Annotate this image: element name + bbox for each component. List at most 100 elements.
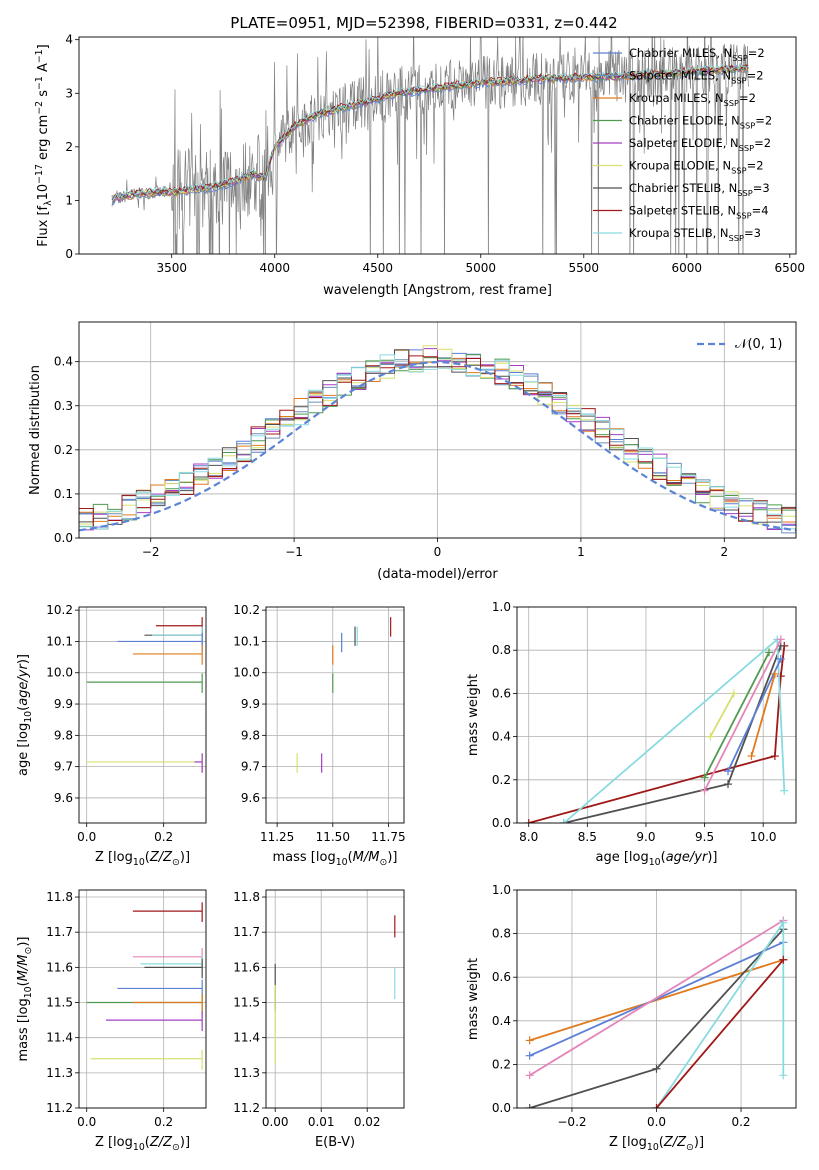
legend-entry: Kroupa MILES, NSSP=2 — [629, 91, 756, 108]
plot-area — [79, 345, 796, 538]
legend-entry: Salpeter STELIB, NSSP=4 — [629, 204, 769, 221]
series-marker — [700, 773, 709, 782]
series-kroupa-elodie — [709, 692, 735, 738]
x-tick-label: 4000 — [259, 261, 290, 275]
x-tick-label: 10.0 — [750, 830, 777, 844]
y-tick-label: 3 — [65, 86, 73, 100]
series-marker — [724, 767, 733, 776]
x-tick-label: −1 — [285, 545, 303, 559]
y-tick-label: 0.0 — [492, 1101, 511, 1115]
x-tick-label: 0.01 — [308, 1115, 335, 1129]
series-marker — [776, 635, 785, 644]
y-axis-label: age [log10(age/yr)] — [16, 654, 34, 776]
series-salpeter-stelib — [655, 959, 784, 1108]
series-chabrier-miles — [529, 941, 784, 1057]
x-tick-label: 4500 — [362, 261, 393, 275]
series-kroupa-miles — [750, 673, 776, 757]
y-tick-label: 9.7 — [241, 760, 260, 774]
y-tick-label: 0.2 — [492, 1057, 511, 1071]
axes-frame — [265, 606, 405, 824]
ebv-mass-panel: 0.00 0.01 0.02 11.2 11.3 11.4 11.5 11.6 11.7 11.8… — [233, 889, 405, 1150]
y-tick-label: 0.3 — [54, 399, 73, 413]
model-kroupa-stelib — [111, 62, 749, 202]
series-marker — [770, 752, 779, 761]
y-tick-label: 11.7 — [233, 925, 260, 939]
y-tick-label: 11.7 — [46, 925, 73, 939]
legend-entry: Chabrier ELODIE, NSSP=2 — [629, 114, 772, 131]
series-marker — [525, 1104, 534, 1108]
y-tick-label: 9.9 — [54, 697, 73, 711]
y-tick-label: 0.8 — [492, 643, 511, 657]
plot-area — [524, 635, 789, 823]
y-tick-label: 11.6 — [46, 960, 73, 974]
y-axis-label: mass weight — [466, 958, 481, 1040]
mass-age-panel: 11.25 11.50 11.75 9.6 9.7 9.8 9.9 10.0 10.1 10.2 m… — [233, 603, 405, 868]
x-tick-label: 11.25 — [260, 830, 294, 844]
y-tick-label: 11.3 — [233, 1066, 260, 1080]
series-kroupa-stelib — [655, 919, 785, 1108]
y-tick-label: 0.2 — [492, 773, 511, 787]
legend-entry: Salpeter MILES, NSSP=2 — [629, 69, 764, 86]
x-tick-label: 0.0 — [77, 1115, 96, 1129]
axes-frame — [78, 889, 207, 1109]
y-tick-label: 10.0 — [46, 666, 73, 680]
series-marker — [765, 648, 774, 657]
plot-area — [296, 617, 392, 773]
x-tick-label: −2 — [142, 545, 160, 559]
age-massweight-panel: 8.0 8.5 9.0 9.5 10.0 0.0 0.2 0.4 0.6 0.8 1.0 age [l… — [466, 600, 797, 868]
y-tick-label: 9.6 — [241, 791, 260, 805]
x-axis-label: E(B-V) — [315, 1135, 355, 1150]
series-chabrier-stelib — [563, 645, 782, 823]
legend-entry: Salpeter ELODIE, NSSP=2 — [629, 136, 771, 153]
x-tick-label: 3500 — [156, 261, 187, 275]
y-tick-label: 9.8 — [54, 728, 73, 742]
y-tick-label: 0.4 — [54, 355, 73, 369]
x-tick-label: 8.5 — [578, 830, 597, 844]
x-tick-label: 9.5 — [695, 830, 714, 844]
y-tick-label: 11.2 — [46, 1101, 73, 1115]
y-tick-label: 2 — [65, 140, 73, 154]
y-tick-label: 11.4 — [233, 1031, 260, 1045]
series-marker — [525, 1071, 534, 1080]
series-kroupa-miles — [529, 958, 784, 1042]
y-tick-label: 0.1 — [54, 487, 73, 501]
y-tick-label: 0.4 — [492, 1014, 511, 1028]
plot-area — [86, 617, 203, 773]
normal-curve — [79, 360, 796, 532]
y-tick-label: 11.5 — [46, 996, 73, 1010]
series-marker — [779, 955, 788, 964]
plot-area — [274, 915, 396, 1065]
y-tick-label: 11.3 — [46, 1066, 73, 1080]
y-tick-label: 11.8 — [233, 890, 260, 904]
series-chabrier-miles — [727, 658, 782, 772]
series-marker — [779, 918, 788, 927]
y-tick-label: 11.2 — [233, 1101, 260, 1115]
x-tick-label: 6500 — [775, 261, 806, 275]
histogram-salpeter-stelib — [79, 355, 796, 538]
x-tick-label: 0 — [434, 545, 442, 559]
y-tick-label: 1 — [65, 193, 73, 207]
plot-area — [525, 916, 788, 1108]
y-tick-label: 9.7 — [54, 760, 73, 774]
x-tick-label: 11.50 — [316, 830, 350, 844]
axes-frame — [265, 889, 405, 1109]
x-tick-label: 0.2 — [154, 1115, 173, 1129]
x-axis-label: wavelength [Angstrom, rest frame] — [323, 283, 552, 298]
series-kroupa-stelib — [563, 637, 786, 823]
y-tick-label: 0.8 — [492, 927, 511, 941]
x-tick-label: 0.2 — [731, 1115, 750, 1129]
x-tick-label: 1 — [577, 545, 585, 559]
y-tick-label: 0.6 — [492, 686, 511, 700]
y-tick-label: 1.0 — [492, 600, 511, 614]
z-massweight-panel: −0.2 0.0 0.2 0.0 0.2 0.4 0.6 0.8 1.0 Z [log10(Z/Z… — [466, 883, 797, 1153]
series-marker — [780, 786, 789, 795]
series-marker — [525, 1051, 534, 1060]
series-marker — [559, 819, 568, 823]
model-chabrier-stelib — [111, 64, 749, 201]
legend-entry: 𝒩(0, 1) — [735, 337, 782, 352]
observed-spectrum — [111, 37, 749, 254]
y-tick-label: 0.0 — [492, 816, 511, 830]
series-marker — [770, 669, 779, 678]
x-axis-label: Z [log10(Z/Z⊙)] — [95, 850, 190, 868]
axes-frame — [78, 606, 207, 824]
